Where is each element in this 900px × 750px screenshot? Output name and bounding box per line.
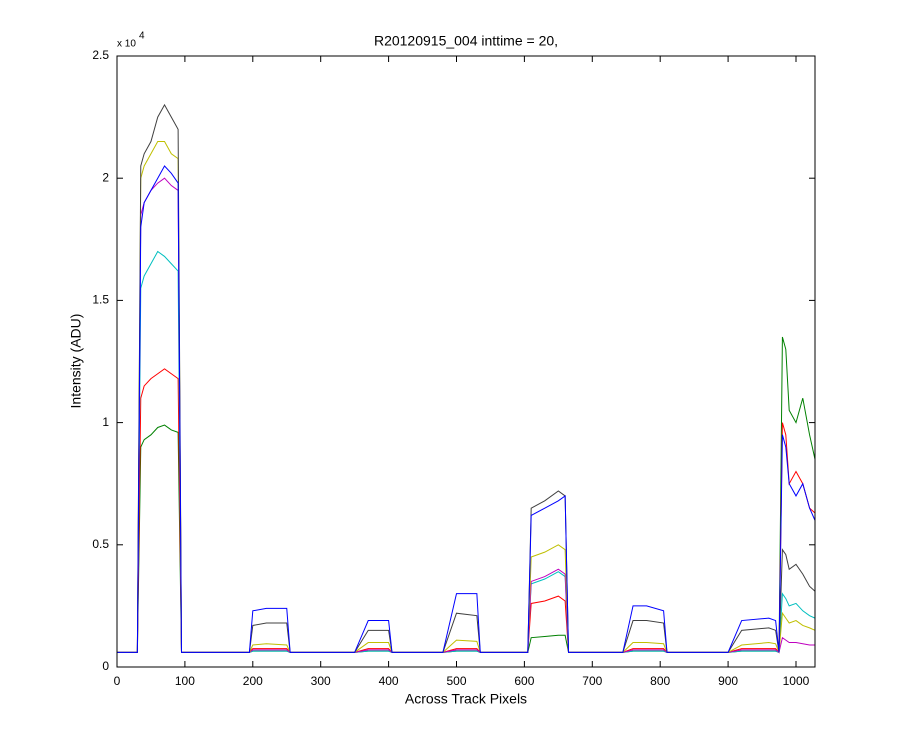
x-tick-label: 1000 bbox=[783, 674, 810, 688]
y-tick-label: 1.5 bbox=[92, 293, 109, 307]
chart-title: R20120915_004 inttime = 20, bbox=[374, 33, 558, 49]
y-axis-label: Intensity (ADU) bbox=[68, 314, 84, 409]
x-tick-label: 800 bbox=[650, 674, 670, 688]
x-tick-label: 400 bbox=[379, 674, 399, 688]
series-line bbox=[117, 165, 816, 653]
x-axis-label: Across Track Pixels bbox=[405, 691, 527, 707]
y-tick-label: 1 bbox=[102, 415, 109, 429]
x-tick-label: 0 bbox=[114, 674, 121, 688]
x-tick-label: 300 bbox=[311, 674, 331, 688]
y-exponent: 4 bbox=[139, 31, 145, 42]
x-tick-label: 700 bbox=[582, 674, 602, 688]
x-tick-label: 900 bbox=[718, 674, 738, 688]
y-tick-label: 2 bbox=[102, 170, 109, 184]
y-tick-label: 0 bbox=[102, 659, 109, 673]
x-tick-label: 100 bbox=[175, 674, 195, 688]
y-multiplier: x 10 bbox=[117, 39, 136, 50]
axes-box bbox=[116, 55, 816, 668]
x-tick-label: 200 bbox=[243, 674, 263, 688]
y-tick-label: 2.5 bbox=[92, 48, 109, 62]
y-tick-label: 0.5 bbox=[92, 537, 109, 551]
x-tick-label: 500 bbox=[446, 674, 466, 688]
x-tick-label: 600 bbox=[514, 674, 534, 688]
